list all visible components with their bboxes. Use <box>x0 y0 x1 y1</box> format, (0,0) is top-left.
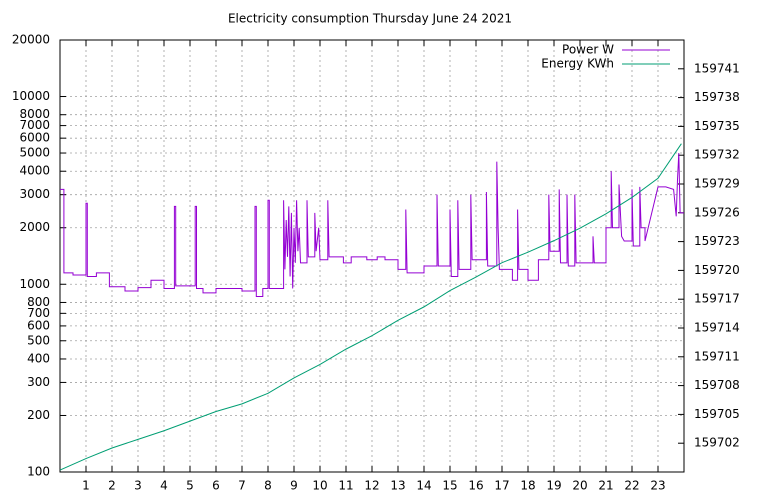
y-tick-label: 100 <box>27 465 50 479</box>
y-tick-label: 4000 <box>19 164 50 178</box>
x-tick-label: 21 <box>598 479 613 493</box>
y-tick-label: 3000 <box>19 187 50 201</box>
x-tick-label: 2 <box>108 479 116 493</box>
y-tick-label: 8000 <box>19 107 50 121</box>
y2-tick-label: 159738 <box>694 90 740 104</box>
x-tick-label: 13 <box>390 479 405 493</box>
y2-tick-label: 159702 <box>694 436 740 450</box>
y2-tick-label: 159711 <box>694 349 740 363</box>
x-tick-label: 14 <box>416 479 431 493</box>
y-tick-label: 7000 <box>19 118 50 132</box>
y-tick-label: 6000 <box>19 131 50 145</box>
y-tick-label: 700 <box>27 306 50 320</box>
x-tick-label: 17 <box>494 479 509 493</box>
y2-tick-label: 159726 <box>694 205 740 219</box>
y-tick-label: 5000 <box>19 146 50 160</box>
x-tick-label: 22 <box>624 479 639 493</box>
x-tick-label: 15 <box>442 479 457 493</box>
y-tick-label: 20000 <box>12 33 50 47</box>
y-tick-label: 10000 <box>12 89 50 103</box>
legend-label: Energy KWh <box>541 57 614 71</box>
plot-frame <box>59 39 685 473</box>
x-tick-label: 4 <box>160 479 168 493</box>
y-tick-label: 600 <box>27 318 50 332</box>
y-tick-label: 800 <box>27 295 50 309</box>
y-tick-label: 1000 <box>19 277 50 291</box>
y2-tick-label: 159714 <box>694 321 740 335</box>
y-tick-label: 500 <box>27 333 50 347</box>
x-tick-label: 16 <box>468 479 483 493</box>
x-tick-label: 3 <box>134 479 142 493</box>
chart-title: Electricity consumption Thursday June 24… <box>228 12 512 26</box>
y-tick-label: 300 <box>27 375 50 389</box>
legend-label: Power W <box>562 43 614 57</box>
y2-tick-label: 159717 <box>694 292 740 306</box>
series-line <box>60 153 684 298</box>
y2-tick-label: 159708 <box>694 378 740 392</box>
y2-tick-label: 159732 <box>694 148 740 162</box>
x-tick-label: 19 <box>546 479 561 493</box>
x-tick-label: 11 <box>338 479 353 493</box>
x-tick-label: 10 <box>312 479 327 493</box>
y2-tick-label: 159720 <box>694 263 740 277</box>
y2-tick-label: 159705 <box>694 407 740 421</box>
y2-tick-label: 159735 <box>694 119 740 133</box>
y-tick-label: 400 <box>27 351 50 365</box>
x-tick-label: 6 <box>212 479 220 493</box>
y2-tick-label: 159723 <box>694 234 740 248</box>
x-tick-label: 8 <box>264 479 272 493</box>
y-tick-label: 200 <box>27 408 50 422</box>
x-tick-label: 5 <box>186 479 194 493</box>
x-tick-label: 12 <box>364 479 379 493</box>
series-line <box>59 143 682 471</box>
y-tick-label: 2000 <box>19 220 50 234</box>
x-tick-label: 18 <box>520 479 535 493</box>
y2-tick-label: 159741 <box>694 61 740 75</box>
x-tick-label: 7 <box>238 479 246 493</box>
x-tick-label: 23 <box>650 479 665 493</box>
x-tick-label: 1 <box>82 479 90 493</box>
x-tick-label: 20 <box>572 479 587 493</box>
y2-tick-label: 159729 <box>694 177 740 191</box>
x-tick-label: 9 <box>290 479 298 493</box>
